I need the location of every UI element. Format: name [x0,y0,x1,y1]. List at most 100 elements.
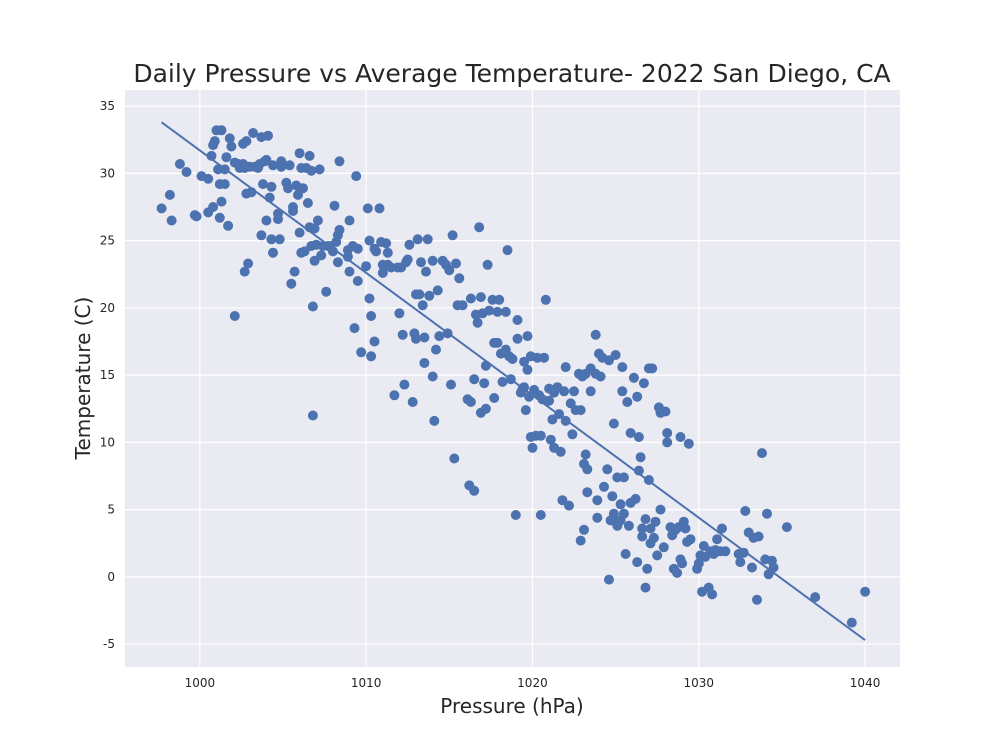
data-point [344,266,355,277]
data-point [294,227,305,238]
data-point [268,247,278,258]
data-point [294,148,305,159]
data-point [446,379,456,390]
data-point [607,491,618,502]
data-point [762,508,772,519]
data-point [602,464,613,475]
x-axis-label: Pressure (hPa) [440,694,583,718]
data-point [480,403,491,414]
data-point [592,512,603,523]
data-point [399,379,410,390]
data-point [284,160,295,171]
data-point [364,235,375,246]
data-point [239,266,250,277]
data-point [216,125,227,136]
data-point [299,246,310,257]
data-point [810,592,821,603]
data-point [693,558,704,569]
data-point [329,200,340,211]
data-point [307,410,318,421]
data-point [309,223,320,234]
data-point [412,234,423,245]
y-tick-label: 5 [107,503,115,517]
data-point [223,220,234,231]
data-point [394,308,405,319]
data-point [738,547,749,558]
data-point [647,363,658,374]
data-point [434,331,445,342]
data-point [191,211,202,222]
data-point [545,434,556,445]
data-point [298,183,308,194]
y-tick-label: 10 [100,435,115,449]
data-point [569,386,579,397]
data-point [582,487,593,498]
data-point [595,371,606,382]
data-point [389,390,400,401]
data-point [404,239,415,250]
x-tick-label: 1000 [185,676,216,690]
data-point [381,238,392,249]
data-point [638,378,649,389]
data-point [580,449,591,460]
data-point [608,418,619,429]
data-point [522,364,533,375]
x-tick-labels: 1000 1010 1020 1030 1040 [185,676,881,690]
data-point [263,130,273,141]
y-tick-label: 0 [107,570,115,584]
data-point [304,150,315,161]
data-point [208,202,219,212]
data-point [407,397,418,407]
data-point [753,531,764,542]
data-point [658,542,669,553]
data-point [312,215,323,226]
data-point [422,234,433,245]
data-point [258,179,268,190]
data-point [203,173,214,184]
data-point [419,332,430,343]
chart-title: Daily Pressure vs Average Temperature- 2… [133,59,890,88]
data-point [248,128,259,138]
data-point [286,278,297,289]
data-point [371,246,382,257]
data-point [540,294,551,305]
data-point [735,557,746,568]
data-point [451,258,461,269]
data-point [352,276,363,286]
data-point [429,415,440,426]
data-point [582,464,593,475]
regression-line [160,121,866,641]
data-point [585,386,596,397]
data-point [362,203,373,214]
data-point [374,203,385,214]
data-point [539,352,550,363]
data-point [846,617,857,628]
data-point [740,506,751,516]
data-point [672,567,683,578]
data-point [214,212,225,223]
data-point [502,245,513,256]
data-point [747,562,757,573]
data-point [256,230,267,241]
data-point [512,315,523,325]
data-point [316,250,327,261]
y-tick-label: 15 [100,368,115,382]
data-point [512,333,523,344]
data-point [397,329,408,340]
data-point [635,452,646,463]
data-point [283,183,293,194]
data-point [417,300,428,311]
data-point [482,259,493,270]
data-point [447,230,458,241]
data-point [557,495,568,506]
data-point [366,311,377,321]
data-point [564,500,574,511]
data-point [432,285,443,296]
data-point [266,181,277,192]
data-point [648,532,659,543]
data-point [472,317,483,328]
data-point [610,350,621,360]
data-point [707,589,718,600]
data-point [652,550,663,561]
x-tick-label: 1010 [351,676,382,690]
